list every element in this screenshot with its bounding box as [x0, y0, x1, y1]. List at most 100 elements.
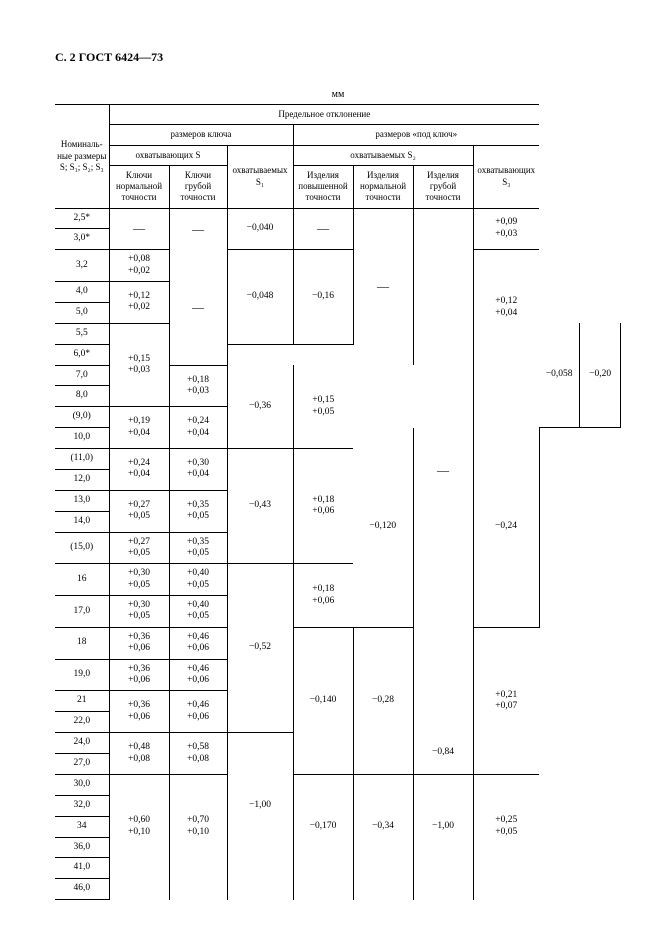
- head-kgt: Ключи грубой точности: [169, 165, 227, 208]
- cell-value: −0,16: [293, 250, 353, 344]
- cell-nom: 2,5*: [55, 208, 109, 229]
- head-int: Изделия нормальной точности: [353, 165, 413, 208]
- cell-nom: 36,0: [55, 837, 109, 858]
- head-deviation: Предельное отклонение: [109, 105, 539, 125]
- cell-value: +0,24+0,04: [109, 449, 169, 491]
- cell-value: +0,48+0,08: [109, 733, 169, 775]
- cell-nom: 10,0: [55, 428, 109, 449]
- cell-value: +0,21+0,07: [473, 627, 539, 774]
- cell-value: +0,46+0,06: [169, 659, 227, 691]
- cell-value: +0,46+0,06: [169, 691, 227, 733]
- cell-value: −0,040: [227, 208, 293, 250]
- cell-value: −0,058: [539, 323, 580, 427]
- cell-value: −0,048: [227, 250, 293, 344]
- cell-nom: (15,0): [55, 532, 109, 564]
- cell-value: +0,18+0,06: [293, 449, 353, 564]
- cell-value: +0,35+0,05: [169, 532, 227, 564]
- cell-value: +0,09+0,03: [473, 208, 539, 250]
- cell-value: +0,08+0,02: [109, 250, 169, 282]
- cell-value: +0,27+0,05: [109, 490, 169, 532]
- cell-value: —: [109, 208, 169, 250]
- cell-nom: 19,0: [55, 659, 109, 691]
- unit-label: мм: [55, 89, 621, 100]
- cell-nom: 18: [55, 627, 109, 659]
- cell-nom: (9,0): [55, 407, 109, 428]
- cell-value: −0,84: [413, 733, 473, 775]
- cell-nom: 3,2: [55, 250, 109, 282]
- cell-value: +0,40+0,05: [169, 564, 227, 596]
- head-key-sizes: размеров ключа: [109, 125, 293, 145]
- head-ohvy-s2: охватываемых S₂: [293, 145, 473, 165]
- cell-nom: 16: [55, 564, 109, 596]
- cell-value: —: [413, 208, 473, 733]
- cell-nom: 30,0: [55, 774, 109, 795]
- cell-value: −0,28: [353, 627, 413, 774]
- cell-value: +0,12+0,02: [109, 282, 169, 324]
- cell-nom: 7,0: [55, 365, 109, 386]
- cell-value: −0,43: [227, 449, 293, 564]
- cell-nom: 46,0: [55, 879, 109, 900]
- cell-value: +0,18+0,03: [169, 365, 227, 407]
- cell-value: +0,46+0,06: [169, 627, 227, 659]
- cell-value: +0,36+0,06: [109, 659, 169, 691]
- cell-nom: 41,0: [55, 858, 109, 879]
- cell-value: +0,19+0,04: [109, 407, 169, 449]
- cell-value: +0,25+0,05: [473, 774, 539, 878]
- cell-value: −0,140: [293, 627, 353, 774]
- cell-value: −1,00: [227, 733, 293, 879]
- cell-value: —: [169, 250, 227, 365]
- head-ohv-s3: охватывающих S₃: [473, 145, 539, 208]
- cell-value: +0,40+0,05: [169, 596, 227, 628]
- cell-value: −0,170: [293, 774, 353, 878]
- cell-nom: 24,0: [55, 733, 109, 754]
- cell-value: +0,30+0,05: [109, 596, 169, 628]
- cell-value: +0,30+0,04: [169, 449, 227, 491]
- cell-nom: 12,0: [55, 469, 109, 490]
- cell-nom: 6,0*: [55, 344, 109, 365]
- cell-nom: 4,0: [55, 282, 109, 303]
- head-wrench-sizes: размеров «под ключ»: [293, 125, 539, 145]
- cell-nom: 5,0: [55, 302, 109, 323]
- head-knt: Ключи нормальной точности: [109, 165, 169, 208]
- head-ipt: Изделия повышенной точности: [293, 165, 353, 208]
- cell-nom: 34: [55, 816, 109, 837]
- head-nominal: Номиналь­ные размеры S; S₁; S₂; S₃: [55, 105, 109, 209]
- cell-nom: 22,0: [55, 712, 109, 733]
- cell-nom: 27,0: [55, 754, 109, 775]
- cell-value: +0,36+0,06: [109, 691, 169, 733]
- table-head: Номиналь­ные размеры S; S₁; S₂; S₃ Преде…: [55, 105, 621, 209]
- cell-value: +0,12+0,04: [473, 250, 539, 365]
- head-igt: Изделия грубой точности: [413, 165, 473, 208]
- cell-nom: 32,0: [55, 795, 109, 816]
- cell-value: −1,00: [413, 774, 473, 878]
- cell-value: +0,60+0,10: [109, 774, 169, 878]
- cell-value: +0,15+0,05: [293, 365, 353, 449]
- tolerance-table: Номиналь­ные размеры S; S₁; S₂; S₃ Преде…: [55, 104, 621, 900]
- cell-value: −0,20: [580, 323, 621, 427]
- head-ohv-s: охватывающих S: [109, 145, 227, 165]
- cell-value: −0,36: [227, 365, 293, 449]
- cell-nom: (11,0): [55, 449, 109, 470]
- cell-nom: 13,0: [55, 490, 109, 511]
- page-header: С. 2 ГОСТ 6424—73: [55, 50, 621, 65]
- cell-value: +0,35+0,05: [169, 490, 227, 532]
- cell-value: +0,58+0,08: [169, 733, 227, 775]
- cell-nom: 14,0: [55, 511, 109, 532]
- cell-nom: 17,0: [55, 596, 109, 628]
- cell-value: +0,24+0,04: [169, 407, 227, 449]
- cell-value: +0,27+0,05: [109, 532, 169, 564]
- cell-value: —: [293, 208, 353, 250]
- cell-nom: 21: [55, 691, 109, 712]
- cell-value: −0,120: [353, 428, 413, 628]
- page: С. 2 ГОСТ 6424—73 мм Номиналь­ные размер…: [0, 0, 661, 940]
- cell-value: +0,18+0,06: [293, 564, 353, 628]
- cell-nom: 3,0*: [55, 229, 109, 250]
- cell-value: −0,52: [227, 564, 293, 733]
- head-ohvy-s1: охватываемых S₁: [227, 145, 293, 208]
- cell-value: +0,30+0,05: [109, 564, 169, 596]
- cell-value: +0,36+0,06: [109, 627, 169, 659]
- cell-value: −0,34: [353, 774, 413, 878]
- cell-value: +0,15+0,03: [109, 323, 169, 407]
- cell-value: −0,24: [473, 428, 539, 628]
- cell-value: —: [353, 208, 413, 365]
